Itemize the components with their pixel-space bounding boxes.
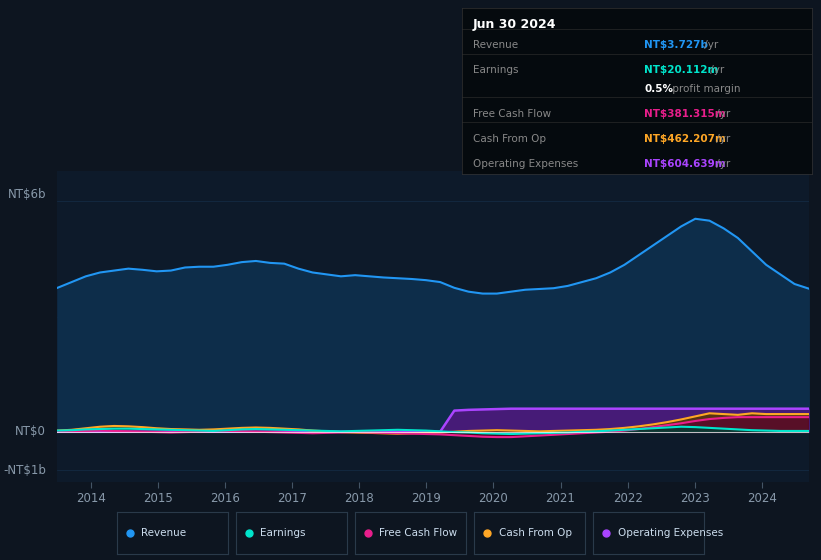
Text: NT$0: NT$0 [16,425,46,438]
Text: 0.5%: 0.5% [644,85,673,95]
Text: NT$381.315m: NT$381.315m [644,109,726,119]
Text: Free Cash Flow: Free Cash Flow [379,529,457,538]
Text: Earnings: Earnings [473,64,518,74]
Text: profit margin: profit margin [669,85,741,95]
Text: /yr: /yr [713,158,731,169]
Text: Operating Expenses: Operating Expenses [473,158,578,169]
Text: Free Cash Flow: Free Cash Flow [473,109,551,119]
Text: -NT$1b: -NT$1b [3,464,46,477]
Text: NT$3.727b: NT$3.727b [644,40,708,50]
Text: /yr: /yr [701,40,718,50]
Text: NT$462.207m: NT$462.207m [644,134,726,144]
Text: NT$604.639m: NT$604.639m [644,158,726,169]
Text: Cash From Op: Cash From Op [498,529,571,538]
Text: /yr: /yr [707,64,724,74]
Text: Earnings: Earnings [260,529,306,538]
Text: Jun 30 2024: Jun 30 2024 [473,18,556,31]
Text: /yr: /yr [713,109,731,119]
Text: /yr: /yr [713,134,731,144]
Text: NT$20.112m: NT$20.112m [644,64,718,74]
Text: Cash From Op: Cash From Op [473,134,546,144]
Text: Revenue: Revenue [141,529,186,538]
Text: NT$6b: NT$6b [7,189,46,202]
Text: Operating Expenses: Operating Expenses [617,529,722,538]
Text: Revenue: Revenue [473,40,518,50]
